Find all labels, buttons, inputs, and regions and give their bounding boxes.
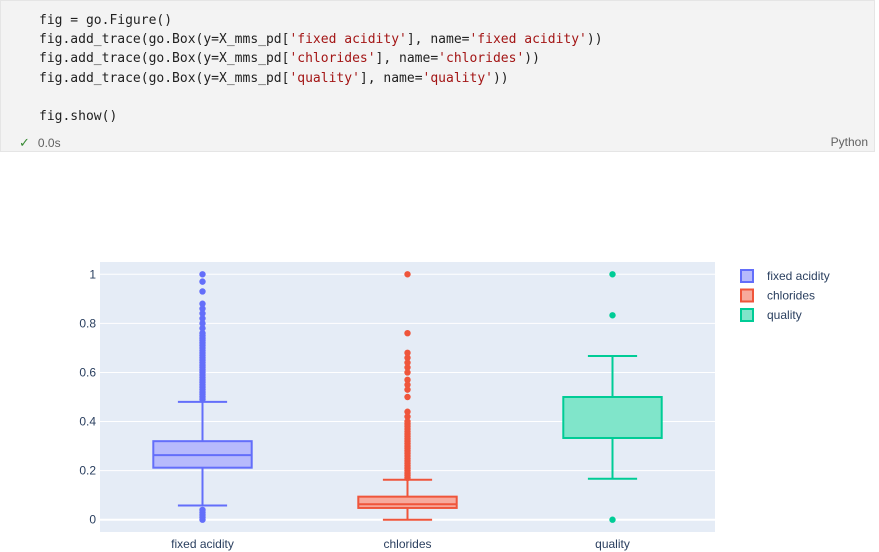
- code-token: )): [524, 51, 540, 67]
- outlier-point: [199, 278, 206, 285]
- box-chlorides[interactable]: [357, 271, 458, 521]
- x-axis: fixed acidity chlorides quality: [171, 537, 630, 551]
- legend-item[interactable]: chlorides: [740, 288, 815, 303]
- code-line: fig.add_trace(go.Box(y=X_mms_pd['fixed a…: [39, 30, 603, 49]
- outlier-point: [609, 312, 616, 319]
- outlier-point: [404, 381, 411, 388]
- box-fixed-acidity[interactable]: [152, 271, 253, 523]
- iqr-box: [562, 396, 663, 439]
- outlier-point: [404, 329, 411, 337]
- box-plot-chart[interactable]: 0 0.2 0.4 0.6 0.8 1 fixed acidity chlorides qual…: [0, 152, 879, 552]
- execution-time: 0.0s: [37, 136, 61, 150]
- string-token: 'quality': [289, 70, 360, 86]
- legend-item[interactable]: quality: [740, 308, 802, 322]
- code-token: fig = go.Figure(): [39, 13, 173, 28]
- outlier-point: [199, 288, 206, 295]
- outlier-point: [199, 271, 206, 278]
- outlier-point: [199, 300, 206, 307]
- code-cell[interactable]: fig = go.Figure() fig.add_trace(go.Box(y=…: [0, 0, 875, 152]
- y-tick-label: 0.6: [79, 365, 96, 379]
- x-tick-label: quality: [595, 537, 630, 551]
- outlier-point: [404, 271, 411, 278]
- y-tick-label: 1: [89, 267, 96, 281]
- iqr-box: [357, 495, 458, 509]
- y-tick-label: 0: [89, 513, 96, 527]
- box-quality[interactable]: [562, 271, 663, 523]
- code-token: )): [586, 32, 603, 48]
- code-line: fig.add_trace(go.Box(y=X_mms_pd['chlorid…: [39, 49, 603, 68]
- outlier-point: [199, 329, 206, 337]
- code-line: fig.add_trace(go.Box(y=X_mms_pd['quality…: [39, 69, 603, 88]
- outlier-point: [404, 418, 411, 425]
- code-token: fig.show(): [39, 108, 118, 124]
- legend-swatch: [740, 308, 754, 322]
- x-tick-label: fixed acidity: [171, 537, 234, 551]
- string-token: 'quality': [422, 70, 493, 86]
- code-token: ], name=: [359, 70, 423, 86]
- check-icon: ✓: [19, 135, 30, 150]
- legend-label: quality: [767, 308, 802, 322]
- y-tick-label: 0.2: [79, 464, 96, 478]
- legend: fixed acidity chlorides quality: [740, 269, 830, 322]
- code-token: )): [492, 70, 509, 86]
- code-token: fig.add_trace(go.Box(y=X_mms_pd[: [39, 70, 290, 86]
- outlier-point: [199, 325, 206, 332]
- code-token: ], name=: [375, 51, 439, 67]
- y-axis: 0 0.2 0.4 0.6 0.8 1: [79, 267, 96, 526]
- code-line: [39, 88, 603, 107]
- outlier-point: [404, 408, 411, 415]
- legend-swatch: [740, 288, 754, 303]
- outlier-point: [609, 516, 616, 523]
- code-line: fig.show(): [39, 107, 603, 126]
- execution-status: ✓ 0.0s: [19, 135, 61, 151]
- code-line: fig = go.Figure(): [39, 11, 603, 30]
- legend-label: chlorides: [767, 289, 815, 303]
- outlier-point: [199, 506, 206, 514]
- y-tick-label: 0.4: [79, 415, 96, 429]
- string-token: 'chlorides': [289, 51, 376, 67]
- legend-swatch: [740, 269, 754, 283]
- code-token: fig.add_trace(go.Box(y=X_mms_pd[: [39, 32, 290, 48]
- outlier-point: [404, 359, 411, 366]
- outlier-point: [609, 271, 616, 278]
- string-token: 'fixed acidity': [289, 32, 407, 48]
- outlier-point: [199, 305, 206, 312]
- outlier-point: [199, 320, 206, 327]
- string-token: 'chlorides': [438, 51, 525, 67]
- code-token: ], name=: [406, 32, 470, 48]
- outlier-point: [199, 315, 206, 322]
- legend-label: fixed acidity: [767, 269, 830, 283]
- outlier-point: [404, 376, 411, 384]
- y-tick-label: 0.8: [79, 316, 96, 330]
- string-token: 'fixed acidity': [469, 32, 587, 48]
- cell-language[interactable]: Python: [830, 135, 868, 149]
- legend-item[interactable]: fixed acidity: [740, 269, 830, 283]
- outlier-point: [404, 413, 411, 420]
- code-editor[interactable]: fig = go.Figure() fig.add_trace(go.Box(y=…: [39, 11, 603, 126]
- x-tick-label: chlorides: [383, 537, 431, 551]
- outlier-point: [199, 310, 206, 317]
- outlier-point: [404, 386, 411, 393]
- outlier-point: [404, 369, 411, 376]
- outlier-point: [404, 349, 411, 357]
- outlier-point: [404, 393, 411, 401]
- outlier-point: [404, 364, 411, 371]
- code-token: fig.add_trace(go.Box(y=X_mms_pd[: [39, 51, 290, 67]
- outlier-point: [404, 354, 411, 361]
